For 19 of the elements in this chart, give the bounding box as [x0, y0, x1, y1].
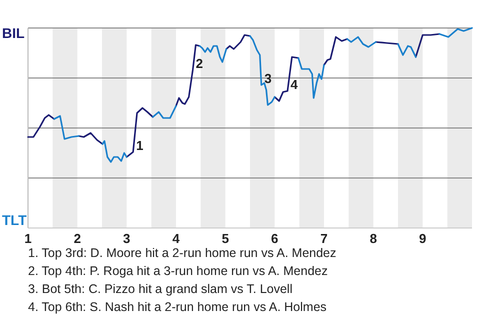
annotation: 1: [136, 138, 144, 153]
x-tick-label: 2: [74, 231, 81, 246]
x-tick-label: 3: [123, 231, 130, 246]
text: 1. Top 3rd: D. Moore hit a 2-run home run vs A. Mendez: [28, 246, 336, 260]
text: 3. Bot 5th: C. Pizzo hit a grand slam vs T. Lovell: [28, 282, 292, 296]
annotation: 4: [290, 77, 298, 92]
x-tick-label: 1: [24, 231, 32, 246]
annotation: 2: [196, 56, 204, 71]
text: 4. Top 6th: S. Nash hit a 2-run home run vs A. Holmes: [28, 300, 327, 314]
x-tick-label: 6: [271, 231, 278, 246]
text: 2. Top 4th: P. Roga hit a 3-run home run vs A. Mendez: [28, 264, 328, 278]
text: TLT: [2, 212, 28, 228]
x-tick-label: 9: [419, 231, 426, 246]
x-tick-label: 4: [172, 231, 180, 246]
annotation: 3: [264, 71, 272, 86]
text: BIL: [2, 25, 25, 41]
x-tick-label: 5: [222, 231, 229, 246]
x-tick-label: 7: [320, 231, 328, 246]
x-tick-label: 8: [370, 231, 377, 246]
